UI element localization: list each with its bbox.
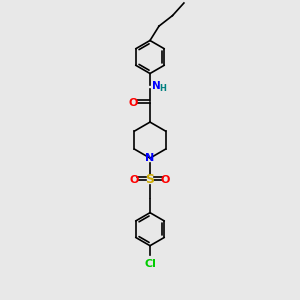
Text: O: O	[130, 175, 139, 185]
Text: N: N	[146, 153, 154, 163]
Text: O: O	[129, 98, 138, 108]
Text: O: O	[161, 175, 170, 185]
Text: Cl: Cl	[144, 259, 156, 269]
Text: N: N	[152, 81, 161, 91]
Text: H: H	[159, 84, 166, 93]
Text: S: S	[146, 173, 154, 186]
